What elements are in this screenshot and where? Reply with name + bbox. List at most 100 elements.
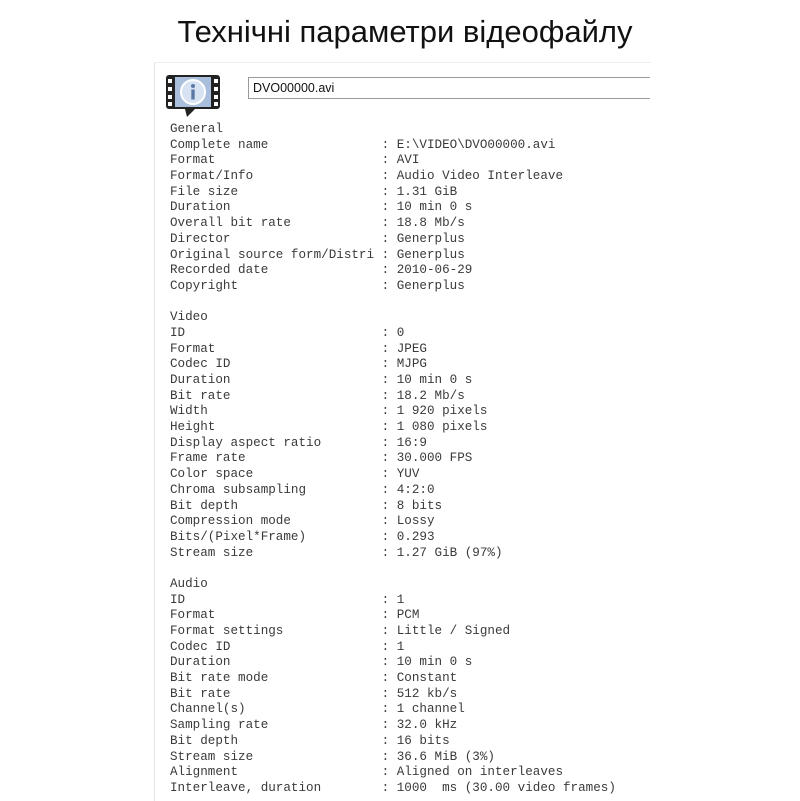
file-name-field[interactable]: DVO00000.avi xyxy=(248,77,650,99)
info-value: 512 kb/s xyxy=(396,686,458,701)
blank-line xyxy=(170,561,616,577)
info-label: Duration xyxy=(170,200,231,215)
info-label: Stream size xyxy=(170,749,254,764)
info-row: Bits/(Pixel*Frame): 0.293 xyxy=(170,530,616,546)
info-value: 1 080 pixels xyxy=(396,420,488,435)
info-label: Channel(s) xyxy=(170,702,246,717)
separator: : xyxy=(381,608,397,623)
info-row: Overall bit rate: 18.8 Mb/s xyxy=(170,216,616,232)
info-label: Alignment xyxy=(170,765,239,780)
info-row: Display aspect ratio: 16:9 xyxy=(170,436,616,452)
info-row: Frame rate: 30.000 FPS xyxy=(170,451,616,467)
info-row: Codec ID: MJPG xyxy=(170,357,616,373)
info-value: 10 min 0 s xyxy=(396,655,473,670)
info-row: Stream size: 1.27 GiB (97%) xyxy=(170,546,616,562)
separator: : xyxy=(381,529,397,544)
info-value: 1 xyxy=(396,592,405,607)
separator: : xyxy=(381,278,397,293)
media-report: General Complete name: E:\VIDEO\DVO00000.… xyxy=(170,122,616,797)
info-value: 0 xyxy=(396,325,405,340)
info-value: 1.27 GiB (97%) xyxy=(396,545,503,560)
info-label: Original source form/Distri xyxy=(170,247,375,262)
info-row: Bit rate: 512 kb/s xyxy=(170,687,616,703)
separator: : xyxy=(381,780,397,795)
separator: : xyxy=(381,341,397,356)
info-value: 18.8 Mb/s xyxy=(396,216,465,231)
info-label: Complete name xyxy=(170,137,269,152)
info-row: Color space: YUV xyxy=(170,467,616,483)
info-row: Format: AVI xyxy=(170,153,616,169)
info-row: ID: 0 xyxy=(170,326,616,342)
separator: : xyxy=(381,388,397,403)
separator: : xyxy=(381,655,397,670)
info-row: Bit depth: 8 bits xyxy=(170,499,616,515)
info-row: Format: PCM xyxy=(170,608,616,624)
info-label: Compression mode xyxy=(170,514,291,529)
info-label: Bit rate xyxy=(170,686,231,701)
info-label: Interleave, duration xyxy=(170,780,322,795)
info-value: Lossy xyxy=(396,514,435,529)
info-value: 1 xyxy=(396,639,405,654)
separator: : xyxy=(381,514,397,529)
mediainfo-window xyxy=(154,62,651,801)
info-label: Codec ID xyxy=(170,639,231,654)
separator: : xyxy=(381,702,397,717)
separator: : xyxy=(381,482,397,497)
info-value: 1000 ms (30.00 video frames) xyxy=(396,780,616,795)
info-row: Stream size: 36.6 MiB (3%) xyxy=(170,750,616,766)
info-label: Stream size xyxy=(170,545,254,560)
info-label: Recorded date xyxy=(170,263,269,278)
info-value: 18.2 Mb/s xyxy=(396,388,465,403)
separator: : xyxy=(381,592,397,607)
separator: : xyxy=(381,545,397,560)
info-row: ID: 1 xyxy=(170,593,616,609)
info-label: Bit rate mode xyxy=(170,671,269,686)
info-label: Format xyxy=(170,608,216,623)
info-value: YUV xyxy=(396,467,420,482)
section-heading-video: Video xyxy=(170,310,208,325)
info-label: Color space xyxy=(170,467,254,482)
info-row: Bit rate mode: Constant xyxy=(170,671,616,687)
info-value: JPEG xyxy=(396,341,427,356)
info-value: Constant xyxy=(396,671,458,686)
page-title: Технічні параметри відеофайлу xyxy=(177,14,633,49)
info-row: Interleave, duration: 1000 ms (30.00 vid… xyxy=(170,781,616,797)
info-row: Bit rate: 18.2 Mb/s xyxy=(170,389,616,405)
info-value: AVI xyxy=(396,153,420,168)
info-label: Overall bit rate xyxy=(170,216,291,231)
separator: : xyxy=(381,498,397,513)
separator: : xyxy=(381,373,397,387)
info-row: Director: Generplus xyxy=(170,232,616,248)
info-label: Format xyxy=(170,341,216,356)
info-row: Duration: 10 min 0 s xyxy=(170,655,616,671)
info-row: Duration: 10 min 0 s xyxy=(170,200,616,216)
separator: : xyxy=(381,184,397,199)
info-row: Copyright: Generplus xyxy=(170,279,616,295)
info-value: PCM xyxy=(396,608,420,623)
info-label: Duration xyxy=(170,373,231,387)
info-value: Aligned on interleaves xyxy=(396,765,563,780)
info-label: Display aspect ratio xyxy=(170,435,322,450)
info-label: Bit depth xyxy=(170,733,239,748)
info-label: Height xyxy=(170,420,216,435)
info-row: Chroma subsampling: 4:2:0 xyxy=(170,483,616,499)
separator: : xyxy=(381,200,397,215)
separator: : xyxy=(381,624,397,638)
info-value: 36.6 MiB (3%) xyxy=(396,749,495,764)
info-label: Format settings xyxy=(170,624,284,638)
info-value: 30.000 FPS xyxy=(396,451,473,466)
info-label: Bit rate xyxy=(170,388,231,403)
info-label: Bits/(Pixel*Frame) xyxy=(170,529,307,544)
info-value: 10 min 0 s xyxy=(396,373,473,387)
separator: : xyxy=(381,153,397,168)
media-info-icon xyxy=(165,74,223,118)
separator: : xyxy=(381,404,397,419)
info-label: Codec ID xyxy=(170,357,231,372)
info-value: Audio Video Interleave xyxy=(396,169,563,184)
separator: : xyxy=(381,749,397,764)
info-row: Duration: 10 min 0 s xyxy=(170,373,616,389)
info-value: Generplus xyxy=(396,247,465,262)
separator: : xyxy=(381,765,397,780)
info-value: 8 bits xyxy=(396,498,443,513)
info-value: 16 bits xyxy=(396,733,450,748)
